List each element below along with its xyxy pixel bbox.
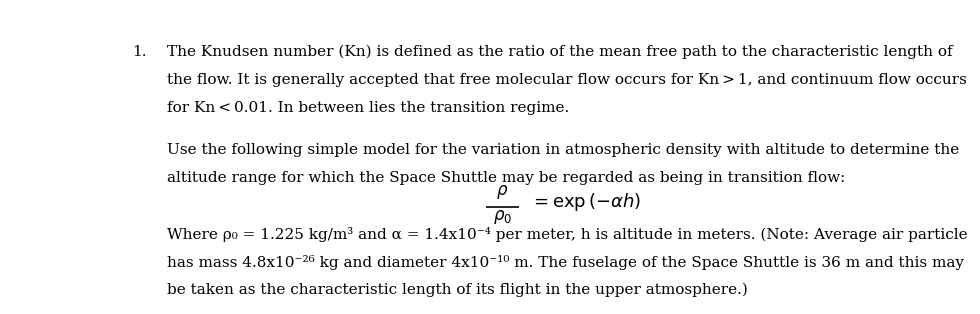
Text: has mass 4.8x10⁻²⁶ kg and diameter 4x10⁻¹⁰ m. The fuselage of the Space Shuttle : has mass 4.8x10⁻²⁶ kg and diameter 4x10⁻… — [167, 255, 963, 270]
Text: altitude range for which the Space Shuttle may be regarded as being in transitio: altitude range for which the Space Shutt… — [167, 171, 845, 185]
Text: 1.: 1. — [132, 45, 147, 59]
Text: $\rho_0$: $\rho_0$ — [493, 208, 512, 226]
Text: Use the following simple model for the variation in atmospheric density with alt: Use the following simple model for the v… — [167, 143, 958, 157]
Text: be taken as the characteristic length of its flight in the upper atmosphere.): be taken as the characteristic length of… — [167, 283, 748, 297]
Text: The Knudsen number (Kn) is defined as the ratio of the mean free path to the cha: The Knudsen number (Kn) is defined as th… — [167, 45, 953, 59]
Text: $\rho$: $\rho$ — [496, 183, 509, 201]
Text: the flow. It is generally accepted that free molecular flow occurs for Kn > 1, a: the flow. It is generally accepted that … — [167, 73, 966, 87]
Text: Where ρ₀ = 1.225 kg/m³ and α = 1.4x10⁻⁴ per meter, h is altitude in meters. (Not: Where ρ₀ = 1.225 kg/m³ and α = 1.4x10⁻⁴ … — [167, 227, 967, 242]
Text: for Kn < 0.01. In between lies the transition regime.: for Kn < 0.01. In between lies the trans… — [167, 100, 568, 115]
Text: $= \mathrm{exp}\,(-\alpha h)$: $= \mathrm{exp}\,(-\alpha h)$ — [530, 191, 641, 213]
